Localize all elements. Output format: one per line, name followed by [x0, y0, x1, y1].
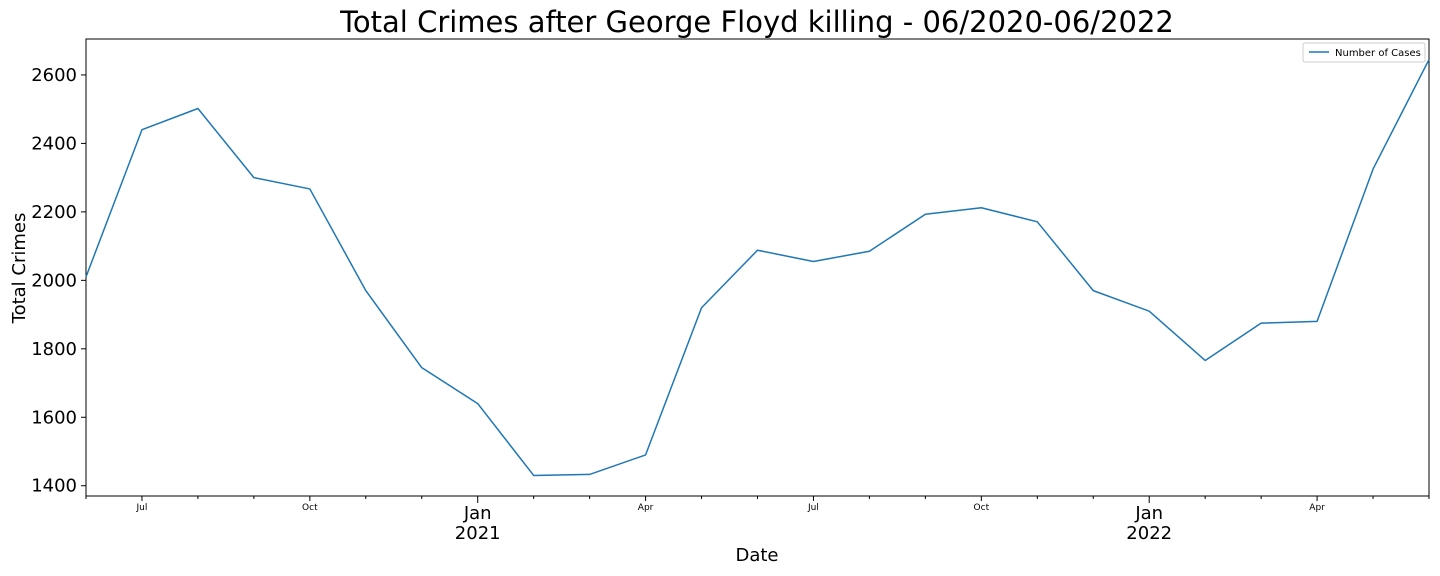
y-tick-label: 2400 [31, 133, 77, 154]
y-tick-label: 2000 [31, 270, 77, 291]
series-line-number-of-cases [85, 59, 1430, 477]
legend-label-number-of-cases: Number of Cases [1335, 48, 1421, 59]
x-tick-label: Jul [136, 503, 148, 513]
y-tick-label: 2200 [31, 202, 77, 223]
x-tick-label: Oct [302, 503, 318, 513]
y-tick-label: 1400 [31, 476, 77, 497]
y-tick-label: 1600 [31, 407, 77, 428]
y-axis: 1400 1600 1800 2000 2200 2400 2600 [31, 65, 86, 497]
x-tick-year-label: 2021 [455, 523, 501, 544]
x-tick-label: Apr [1309, 503, 1325, 513]
chart-title: Total Crimes after George Floyd killing … [339, 5, 1174, 39]
x-tick-label: Oct [974, 503, 990, 513]
y-tick-label: 1800 [31, 339, 77, 360]
plot-area [85, 38, 1430, 497]
x-axis-label: Date [735, 545, 778, 566]
y-tick-label: 2600 [31, 65, 77, 86]
x-tick-label: Jan [1134, 503, 1163, 524]
x-tick-label: Jan [463, 503, 492, 524]
legend-box [1302, 42, 1426, 63]
x-tick-year-label: 2022 [1126, 523, 1172, 544]
x-tick-label: Apr [638, 503, 654, 513]
series-layer [85, 59, 1430, 477]
legend: Number of Cases [1302, 42, 1426, 63]
y-axis-label: Total Crimes [9, 213, 30, 325]
x-tick-label: Jul [807, 503, 819, 513]
